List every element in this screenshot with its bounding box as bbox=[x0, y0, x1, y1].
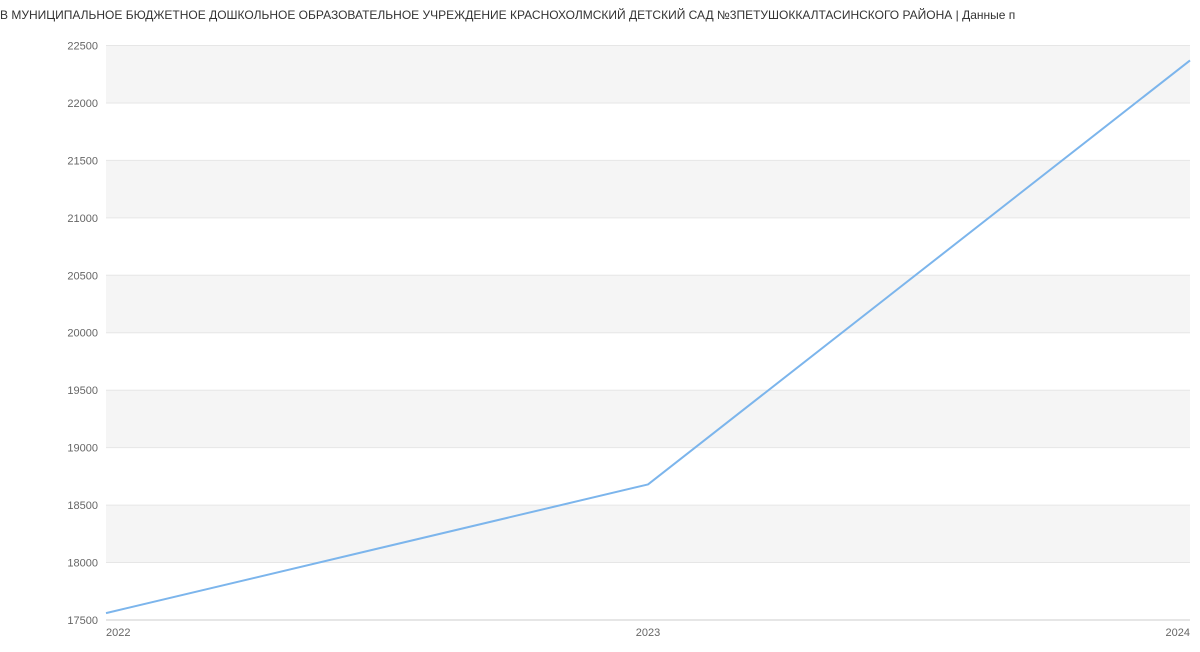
svg-text:2023: 2023 bbox=[636, 627, 660, 639]
svg-text:18000: 18000 bbox=[67, 558, 98, 570]
svg-text:19500: 19500 bbox=[67, 385, 98, 397]
svg-text:20000: 20000 bbox=[67, 328, 98, 340]
svg-text:21500: 21500 bbox=[67, 155, 98, 167]
svg-text:21000: 21000 bbox=[67, 213, 98, 225]
chart-title: В МУНИЦИПАЛЬНОЕ БЮДЖЕТНОЕ ДОШКОЛЬНОЕ ОБР… bbox=[0, 0, 1200, 22]
svg-text:22000: 22000 bbox=[67, 98, 98, 110]
svg-text:2022: 2022 bbox=[106, 627, 130, 639]
svg-text:22500: 22500 bbox=[67, 40, 98, 52]
svg-text:19000: 19000 bbox=[67, 443, 98, 455]
svg-text:2024: 2024 bbox=[1166, 627, 1190, 639]
line-chart: 17500 18000 18500 19000 19500 20000 20500 21000… bbox=[0, 22, 1200, 652]
svg-text:20500: 20500 bbox=[67, 270, 98, 282]
svg-text:18500: 18500 bbox=[67, 500, 98, 512]
svg-text:17500: 17500 bbox=[67, 615, 98, 627]
chart-container: В МУНИЦИПАЛЬНОЕ БЮДЖЕТНОЕ ДОШКОЛЬНОЕ ОБР… bbox=[0, 0, 1200, 650]
